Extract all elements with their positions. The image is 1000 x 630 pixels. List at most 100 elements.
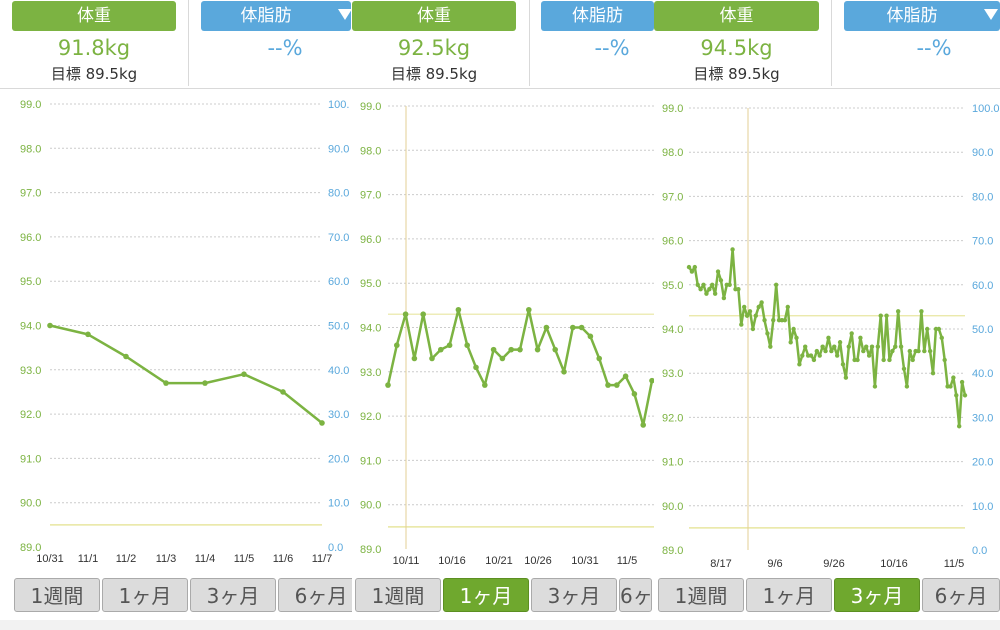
y-tick-label: 92.0 xyxy=(20,409,41,421)
data-point xyxy=(782,317,788,323)
tab-6months[interactable]: 6ヶ月 xyxy=(278,578,352,612)
data-point xyxy=(855,357,860,363)
x-tick-label: 10/16 xyxy=(880,558,908,570)
data-point xyxy=(692,264,698,270)
y-tick-label: 96.0 xyxy=(360,234,381,246)
x-tick-label: 10/21 xyxy=(485,555,513,567)
summary-header: 体重 91.8kg 目標 89.5kg 体脂肪 --% xyxy=(0,0,352,89)
data-point xyxy=(881,357,886,363)
data-point xyxy=(402,311,409,318)
data-point xyxy=(817,353,822,358)
x-tick-label: 11/5 xyxy=(944,558,965,570)
data-point xyxy=(499,355,506,362)
x-tick-label: 10/16 xyxy=(438,555,466,567)
data-point xyxy=(791,326,796,332)
y-right-tick-label: 50.0 xyxy=(328,321,349,333)
tab-1month[interactable]: 1ヶ月 xyxy=(102,578,188,612)
tab-1week[interactable]: 1週間 xyxy=(658,578,744,612)
data-point xyxy=(596,355,602,362)
weight-chart: 99.0 98.0 97.0 96.0 95.0 94.0 93.0 92.0 91.0 90.0… xyxy=(662,103,1000,570)
body-fat-button[interactable]: 体脂肪 xyxy=(541,1,654,31)
y-right-tick-label: 20.0 xyxy=(972,457,993,469)
y-tick-label: 94.0 xyxy=(662,324,683,336)
data-point xyxy=(552,346,558,353)
data-point xyxy=(823,348,828,354)
data-point xyxy=(832,344,837,349)
data-point xyxy=(820,344,825,349)
tab-3months[interactable]: 3ヶ月 xyxy=(531,578,617,612)
y-tick-label: 91.0 xyxy=(360,455,381,467)
weight-button[interactable]: 体重 xyxy=(654,1,819,31)
data-point xyxy=(534,346,541,353)
y-tick-label: 90.0 xyxy=(662,501,683,513)
data-point xyxy=(907,348,912,354)
x-tick-label: 11/3 xyxy=(156,553,177,565)
data-point xyxy=(543,324,550,331)
y-right-tick-label: 20.0 xyxy=(328,453,349,465)
data-point xyxy=(482,382,488,388)
data-point xyxy=(890,348,895,354)
y-tick-label: 93.0 xyxy=(360,367,381,379)
y-tick-label: 99.0 xyxy=(360,101,381,113)
data-point xyxy=(794,335,799,341)
data-point xyxy=(123,353,129,360)
y-right-tick-label: 40.0 xyxy=(328,365,349,377)
data-point xyxy=(878,313,883,318)
tab-3months[interactable]: 3ヶ月 xyxy=(190,578,276,612)
tab-3months[interactable]: 3ヶ月 xyxy=(834,578,920,612)
y-right-tick-label: 90.0 xyxy=(328,143,349,155)
tab-6months[interactable]: 6ヶ月 xyxy=(922,578,1000,612)
y-tick-label: 95.0 xyxy=(360,278,381,290)
tab-1week[interactable]: 1週間 xyxy=(14,578,100,612)
y-tick-label: 95.0 xyxy=(20,276,41,288)
weight-value: 92.5kg xyxy=(397,36,471,60)
data-point xyxy=(846,344,851,349)
data-point xyxy=(394,342,400,349)
body-fat-button[interactable]: 体脂肪 xyxy=(844,1,1000,31)
tab-1week[interactable]: 1週間 xyxy=(355,578,441,612)
y-right-tick-label: 50.0 xyxy=(972,324,993,336)
data-point xyxy=(446,342,453,349)
y-tick-label: 99.0 xyxy=(20,99,41,111)
data-point xyxy=(759,300,764,305)
data-point xyxy=(420,311,426,318)
data-point xyxy=(280,389,286,395)
dropdown-arrow-icon[interactable] xyxy=(338,9,352,20)
data-point xyxy=(730,247,735,252)
data-point xyxy=(631,391,638,397)
data-point xyxy=(561,369,567,375)
y-tick-label: 99.0 xyxy=(662,103,683,115)
data-point xyxy=(768,344,773,349)
weight-button[interactable]: 体重 xyxy=(12,1,176,31)
period-tabs: 1週間 1ヶ月 3ヶ月 6ヶ月 xyxy=(658,578,1000,614)
dropdown-arrow-icon[interactable] xyxy=(984,9,998,20)
data-point xyxy=(727,282,732,287)
data-point xyxy=(849,331,854,336)
data-point xyxy=(942,357,947,363)
data-point xyxy=(526,306,532,313)
data-point xyxy=(948,384,953,389)
body-fat-button[interactable]: 体脂肪 xyxy=(201,1,351,31)
data-point xyxy=(473,364,479,371)
y-tick-label: 92.0 xyxy=(360,411,381,423)
data-point xyxy=(438,346,444,353)
y-right-tick-label: 30.0 xyxy=(972,412,993,424)
data-point xyxy=(695,282,700,287)
tab-1month[interactable]: 1ヶ月 xyxy=(746,578,832,612)
weight-button[interactable]: 体重 xyxy=(352,1,516,31)
data-point xyxy=(455,306,462,313)
data-point xyxy=(910,357,915,363)
data-point xyxy=(464,342,470,349)
y-tick-label: 92.0 xyxy=(662,412,683,424)
data-point xyxy=(959,379,965,385)
data-point xyxy=(901,366,907,371)
data-point xyxy=(707,287,712,292)
tab-6months[interactable]: 6ヶ月 xyxy=(619,578,652,612)
tab-1month[interactable]: 1ヶ月 xyxy=(443,578,529,612)
data-point xyxy=(872,384,878,389)
data-point xyxy=(750,326,756,332)
data-point xyxy=(788,340,793,345)
data-point xyxy=(756,304,761,310)
body-fat-button-label: 体脂肪 xyxy=(572,6,623,26)
x-tick-label: 11/5 xyxy=(234,553,255,565)
